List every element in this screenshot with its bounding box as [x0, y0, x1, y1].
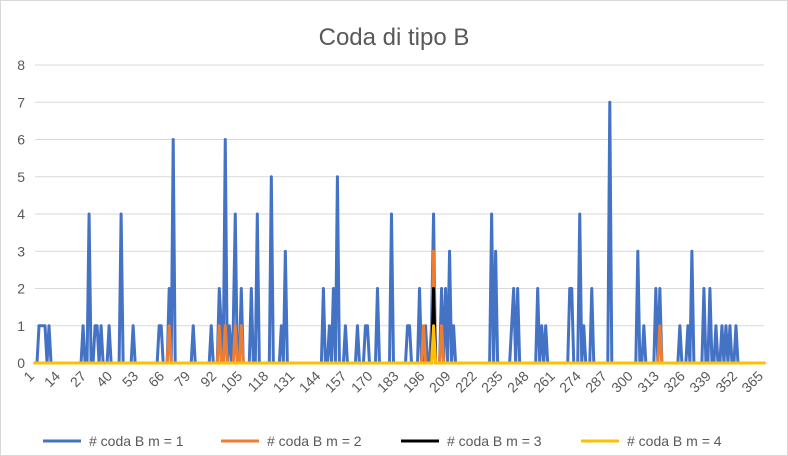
x-tick-label: 170	[348, 368, 376, 396]
x-tick-label: 274	[556, 368, 584, 396]
series-line-m1	[33, 100, 766, 365]
x-tick-label: 196	[400, 368, 428, 396]
x-tick-label: 131	[270, 368, 298, 396]
x-tick-label: 1	[20, 368, 37, 385]
y-tick-label: 1	[17, 318, 25, 334]
x-tick-label: 326	[660, 368, 688, 396]
x-tick-label: 209	[426, 368, 454, 396]
y-tick-label: 7	[17, 94, 25, 110]
x-tick-label: 365	[738, 368, 766, 396]
x-tick-label: 27	[67, 368, 89, 390]
legend-label-m3: # coda B m = 3	[447, 433, 542, 449]
x-tick-label: 157	[322, 368, 350, 396]
x-tick-label: 118	[244, 368, 271, 395]
x-tick-label: 313	[634, 368, 662, 396]
gridlines	[35, 64, 764, 364]
x-tick-label: 79	[171, 368, 193, 390]
x-tick-label: 248	[504, 368, 532, 396]
x-tick-label: 261	[530, 368, 558, 396]
x-tick-label: 105	[218, 368, 246, 396]
legend-label-m4: # coda B m = 4	[627, 433, 722, 449]
x-tick-label: 14	[41, 368, 63, 390]
y-axis: 0 1 2 3 4 5 6 7 8	[17, 57, 25, 371]
x-tick-label: 40	[93, 368, 115, 390]
y-tick-label: 6	[17, 132, 25, 148]
legend-label-m1: # coda B m = 1	[89, 433, 184, 449]
legend: # coda B m = 1 # coda B m = 2 # coda B m =…	[43, 433, 722, 449]
x-tick-label: 92	[197, 368, 219, 390]
legend-label-m2: # coda B m = 2	[267, 433, 362, 449]
x-tick-label: 53	[119, 368, 141, 390]
y-tick-label: 4	[17, 206, 25, 222]
x-tick-label: 222	[452, 368, 480, 396]
y-tick-label: 8	[17, 57, 25, 73]
y-tick-label: 5	[17, 169, 25, 185]
series-lines	[33, 100, 766, 365]
series-line-m4	[33, 324, 766, 365]
x-tick-label: 235	[478, 368, 506, 396]
y-tick-label: 3	[17, 243, 25, 259]
x-tick-label: 183	[374, 368, 402, 396]
x-tick-label: 144	[296, 368, 324, 396]
x-axis: 1 14 27 40 53 66 79 921051181311441571701831962…	[20, 368, 766, 396]
x-tick-label: 339	[686, 368, 714, 396]
y-tick-label: 0	[17, 355, 25, 371]
x-tick-label: 66	[145, 368, 167, 390]
x-tick-label: 287	[582, 368, 610, 396]
chart-title: Coda di tipo B	[319, 24, 470, 51]
y-tick-label: 2	[17, 281, 25, 297]
x-tick-label: 300	[608, 368, 636, 396]
x-tick-label: 352	[712, 368, 740, 396]
